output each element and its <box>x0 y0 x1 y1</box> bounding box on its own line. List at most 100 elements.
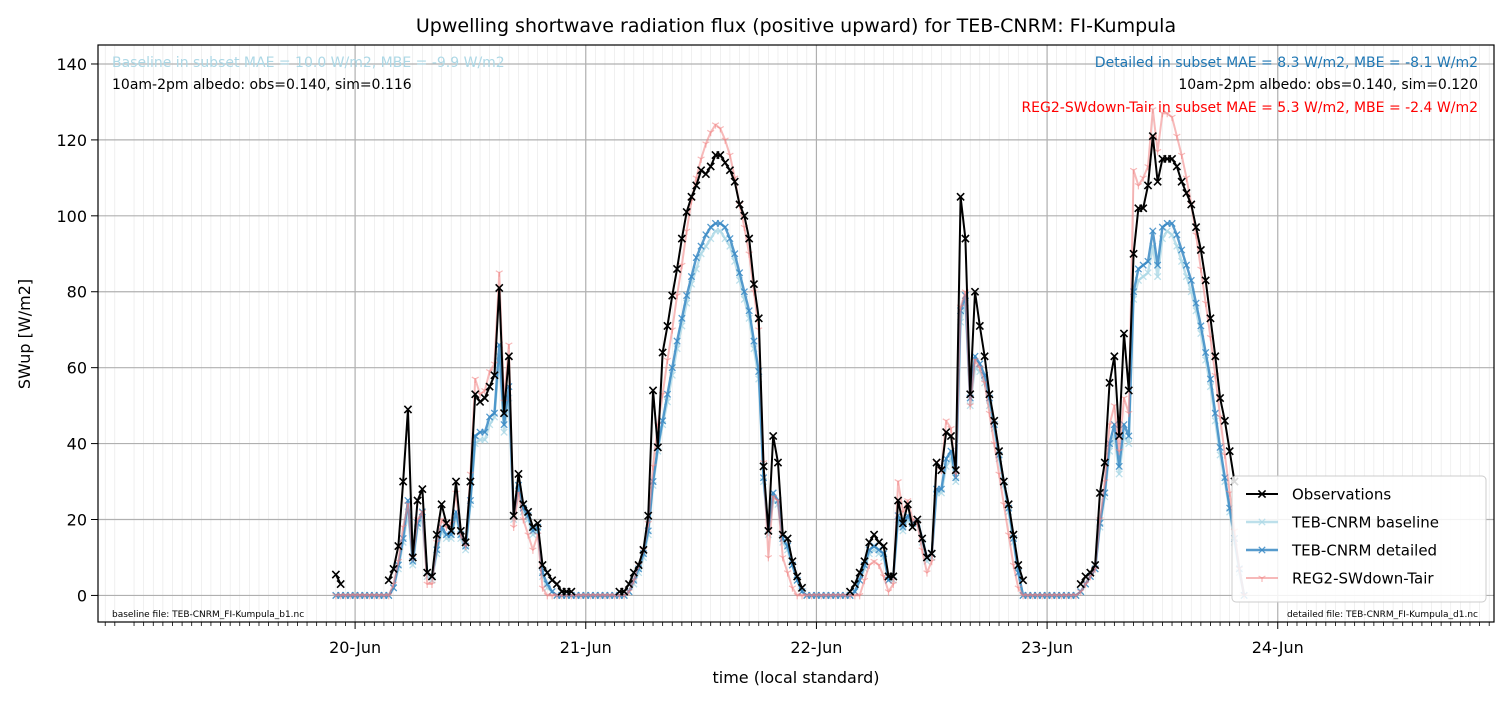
data-point <box>1119 329 1129 338</box>
data-point <box>432 530 441 539</box>
data-point <box>855 592 864 600</box>
data-point <box>1187 200 1196 209</box>
data-point <box>1139 175 1147 182</box>
data-point <box>519 500 528 509</box>
legend-label: TEB-CNRM detailed <box>1291 542 1437 560</box>
data-point <box>764 526 773 536</box>
data-point <box>523 507 533 517</box>
data-point <box>504 352 514 361</box>
data-point <box>1115 431 1124 441</box>
legend-entry: TEB-CNRM detailed <box>1246 542 1437 560</box>
data-point <box>648 386 658 395</box>
data-point <box>875 562 883 570</box>
data-point <box>1148 131 1157 141</box>
data-point <box>903 500 912 509</box>
data-point <box>970 287 980 296</box>
y-tick-label: 60 <box>67 359 87 378</box>
x-tick-label: 20-Jun <box>329 638 381 657</box>
data-point <box>701 169 711 179</box>
detailed-file-note: detailed file: TEB-CNRM_FI-Kumpula_d1.nc <box>1287 610 1478 620</box>
data-point <box>1177 177 1186 186</box>
data-point <box>1014 585 1022 592</box>
data-point <box>485 413 494 421</box>
data-point <box>1105 378 1114 388</box>
data-point <box>552 579 562 589</box>
data-point <box>956 192 965 202</box>
data-point <box>538 585 547 592</box>
data-point <box>408 553 417 562</box>
data-point <box>1115 462 1123 471</box>
data-point <box>428 581 436 588</box>
data-point <box>385 592 393 600</box>
data-point <box>1196 245 1206 255</box>
series-line <box>335 108 1246 597</box>
data-point <box>976 365 984 372</box>
data-point <box>1177 246 1186 254</box>
data-point <box>490 409 499 417</box>
data-point <box>451 477 461 486</box>
data-point <box>1177 152 1186 160</box>
data-point <box>1206 375 1215 383</box>
data-point <box>947 425 955 433</box>
data-point <box>937 465 946 475</box>
data-point <box>706 162 715 171</box>
data-point <box>1014 560 1023 570</box>
series-observations <box>331 131 1239 596</box>
data-point <box>471 390 480 399</box>
data-point <box>567 587 576 596</box>
data-point <box>726 152 734 160</box>
data-point <box>697 156 705 163</box>
data-point <box>495 270 503 277</box>
data-point <box>917 534 927 543</box>
data-point <box>879 541 888 551</box>
y-tick-label: 80 <box>67 283 87 302</box>
data-point <box>707 234 715 243</box>
data-point <box>720 158 730 167</box>
data-point <box>1158 223 1167 231</box>
data-point <box>716 219 724 228</box>
data-point <box>889 581 898 588</box>
data-point <box>403 405 413 414</box>
data-point <box>721 223 729 231</box>
data-point <box>1134 265 1143 273</box>
data-point <box>682 207 691 217</box>
data-point <box>1004 500 1013 509</box>
data-point <box>624 579 634 589</box>
data-point <box>495 283 504 293</box>
data-point <box>1192 299 1200 307</box>
data-point <box>855 568 864 577</box>
data-point <box>966 390 975 399</box>
data-point <box>889 572 898 581</box>
data-point <box>990 416 999 425</box>
data-point <box>1173 133 1181 141</box>
data-point <box>1197 322 1205 330</box>
data-point <box>1143 181 1153 190</box>
data-point <box>961 234 970 243</box>
data-point <box>942 418 950 425</box>
data-point <box>1139 204 1148 213</box>
data-point <box>870 558 878 566</box>
y-tick-label: 140 <box>56 55 87 74</box>
data-point <box>668 364 676 372</box>
data-point <box>677 234 687 243</box>
data-point <box>913 515 922 524</box>
data-point <box>1182 261 1191 269</box>
data-point <box>927 549 936 558</box>
data-point <box>975 321 984 331</box>
data-point <box>744 234 754 243</box>
data-point <box>1173 231 1181 239</box>
data-point <box>773 458 783 467</box>
data-point <box>1168 219 1176 228</box>
data-point <box>730 177 739 186</box>
data-point <box>783 534 792 543</box>
data-point <box>692 181 701 190</box>
data-point <box>721 137 729 144</box>
data-point <box>898 519 908 528</box>
data-point <box>1129 167 1138 175</box>
data-point <box>749 279 759 289</box>
data-point <box>1139 261 1147 269</box>
x-tick-label: 22-Jun <box>790 638 842 657</box>
data-point <box>946 431 956 441</box>
data-point <box>514 469 523 479</box>
